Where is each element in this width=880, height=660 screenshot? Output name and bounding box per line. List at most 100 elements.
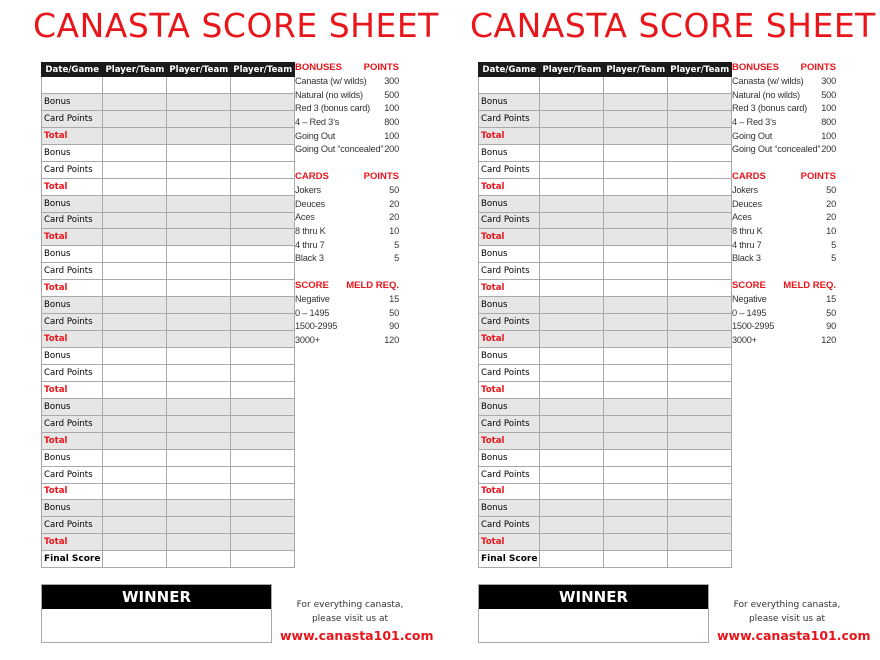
- score-cell[interactable]: [667, 126, 733, 145]
- score-cell[interactable]: [230, 245, 296, 264]
- score-cell[interactable]: [102, 160, 168, 179]
- score-cell[interactable]: [166, 143, 232, 162]
- score-cell[interactable]: [230, 482, 296, 501]
- score-cell[interactable]: [667, 279, 733, 298]
- score-cell[interactable]: [166, 550, 232, 569]
- score-cell[interactable]: [102, 177, 168, 196]
- score-cell[interactable]: [539, 126, 605, 145]
- score-cell[interactable]: [667, 465, 733, 484]
- promo-url-link[interactable]: www.canasta101.com: [717, 628, 871, 643]
- score-cell[interactable]: [230, 126, 296, 145]
- score-cell[interactable]: [603, 92, 669, 111]
- score-cell[interactable]: [166, 279, 232, 298]
- score-cell[interactable]: [667, 533, 733, 552]
- score-cell[interactable]: [539, 380, 605, 399]
- score-cell[interactable]: [230, 160, 296, 179]
- score-cell[interactable]: [102, 245, 168, 264]
- score-cell[interactable]: [102, 550, 168, 569]
- score-cell[interactable]: [166, 533, 232, 552]
- score-cell[interactable]: [166, 448, 232, 467]
- score-cell[interactable]: [539, 431, 605, 450]
- score-cell[interactable]: [102, 414, 168, 433]
- score-cell[interactable]: [603, 262, 669, 281]
- score-cell[interactable]: [230, 228, 296, 247]
- score-cell[interactable]: [539, 313, 605, 332]
- score-cell[interactable]: [603, 533, 669, 552]
- score-cell[interactable]: [539, 516, 605, 535]
- score-cell[interactable]: [166, 330, 232, 348]
- score-cell[interactable]: [166, 347, 232, 365]
- score-cell[interactable]: [230, 414, 296, 433]
- score-cell[interactable]: [667, 92, 733, 111]
- score-cell[interactable]: [667, 194, 733, 213]
- score-cell[interactable]: [230, 262, 296, 281]
- score-cell[interactable]: [230, 313, 296, 332]
- score-cell[interactable]: [102, 347, 168, 365]
- score-cell[interactable]: [230, 465, 296, 484]
- score-cell[interactable]: [230, 448, 296, 467]
- score-cell[interactable]: [102, 482, 168, 501]
- score-cell[interactable]: [102, 431, 168, 450]
- score-cell[interactable]: [667, 262, 733, 281]
- score-cell[interactable]: [667, 363, 733, 382]
- score-cell[interactable]: [166, 262, 232, 281]
- score-cell[interactable]: [102, 380, 168, 399]
- score-cell[interactable]: [539, 245, 605, 264]
- score-cell[interactable]: [539, 194, 605, 213]
- score-cell[interactable]: [539, 109, 605, 128]
- score-cell[interactable]: [667, 296, 733, 315]
- score-cell[interactable]: [539, 160, 605, 179]
- score-cell[interactable]: [230, 279, 296, 298]
- score-cell[interactable]: [667, 228, 733, 247]
- score-cell[interactable]: [477, 76, 541, 94]
- score-cell[interactable]: [603, 245, 669, 264]
- score-cell[interactable]: [166, 431, 232, 450]
- score-cell[interactable]: [603, 516, 669, 535]
- score-cell[interactable]: [539, 177, 605, 196]
- score-cell[interactable]: [102, 109, 168, 128]
- score-cell[interactable]: [166, 499, 232, 518]
- score-cell[interactable]: [667, 347, 733, 365]
- score-cell[interactable]: [166, 177, 232, 196]
- score-cell[interactable]: [667, 448, 733, 467]
- winner-box[interactable]: WINNER: [41, 584, 272, 643]
- score-cell[interactable]: [603, 550, 669, 569]
- score-cell[interactable]: [667, 380, 733, 399]
- score-cell[interactable]: [166, 76, 232, 94]
- score-cell[interactable]: [230, 194, 296, 213]
- score-cell[interactable]: [667, 211, 733, 230]
- score-cell[interactable]: [539, 76, 605, 94]
- score-cell[interactable]: [102, 143, 168, 162]
- score-cell[interactable]: [603, 347, 669, 365]
- score-cell[interactable]: [603, 313, 669, 332]
- score-cell[interactable]: [230, 211, 296, 230]
- score-cell[interactable]: [102, 76, 168, 94]
- score-cell[interactable]: [667, 160, 733, 179]
- score-cell[interactable]: [166, 245, 232, 264]
- score-cell[interactable]: [603, 109, 669, 128]
- score-cell[interactable]: [102, 194, 168, 213]
- score-cell[interactable]: [166, 228, 232, 247]
- score-cell[interactable]: [539, 414, 605, 433]
- score-cell[interactable]: [166, 380, 232, 399]
- score-cell[interactable]: [539, 448, 605, 467]
- score-cell[interactable]: [102, 465, 168, 484]
- score-cell[interactable]: [102, 92, 168, 111]
- score-cell[interactable]: [539, 397, 605, 416]
- score-cell[interactable]: [230, 499, 296, 518]
- score-cell[interactable]: [102, 296, 168, 315]
- score-cell[interactable]: [603, 414, 669, 433]
- promo-url-link[interactable]: www.canasta101.com: [280, 628, 434, 643]
- score-cell[interactable]: [230, 397, 296, 416]
- score-cell[interactable]: [539, 330, 605, 348]
- score-cell[interactable]: [166, 313, 232, 332]
- score-cell[interactable]: [603, 177, 669, 196]
- score-cell[interactable]: [230, 330, 296, 348]
- score-cell[interactable]: [539, 363, 605, 382]
- score-cell[interactable]: [166, 516, 232, 535]
- score-cell[interactable]: [230, 109, 296, 128]
- score-cell[interactable]: [102, 313, 168, 332]
- score-cell[interactable]: [603, 76, 669, 94]
- score-cell[interactable]: [230, 76, 296, 94]
- score-cell[interactable]: [539, 296, 605, 315]
